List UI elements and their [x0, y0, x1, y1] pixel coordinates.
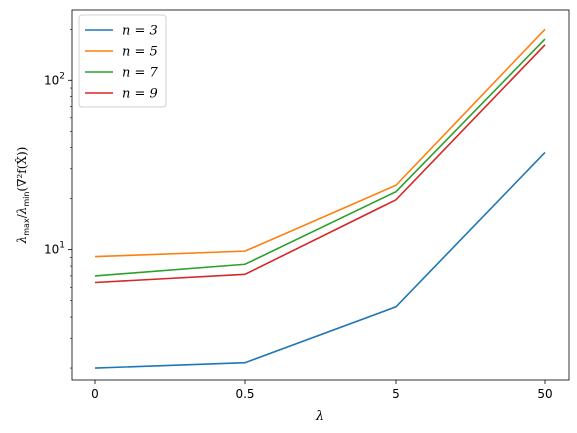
legend: n = 3 n = 5 n = 7 n = 9	[78, 14, 167, 108]
x-tick-label: 0.5	[235, 387, 254, 401]
y-axis-ticks: 101 102	[44, 71, 72, 257]
x-tick-label: 5	[392, 387, 400, 401]
series-line	[94, 28, 546, 258]
y-tick-label: 102	[44, 71, 65, 87]
y-minor-ticks	[70, 28, 72, 369]
x-axis-ticks: 0 0.5 5 50	[91, 380, 553, 401]
x-axis-label: λ	[315, 409, 324, 424]
legend-label: n = 9	[122, 87, 158, 102]
legend-box	[78, 14, 167, 108]
series-lines	[94, 28, 546, 369]
series-line	[94, 44, 546, 284]
x-tick-label: 0	[91, 387, 99, 401]
x-tick-label: 50	[537, 387, 552, 401]
y-axis-label: λmax/λmin(∇²f(X̂))	[14, 147, 31, 245]
legend-label: n = 7	[122, 66, 159, 81]
series-line	[94, 151, 546, 369]
series-line	[94, 38, 546, 277]
legend-label: n = 5	[122, 45, 158, 60]
legend-label: n = 3	[122, 24, 158, 39]
y-tick-label: 101	[44, 241, 65, 257]
